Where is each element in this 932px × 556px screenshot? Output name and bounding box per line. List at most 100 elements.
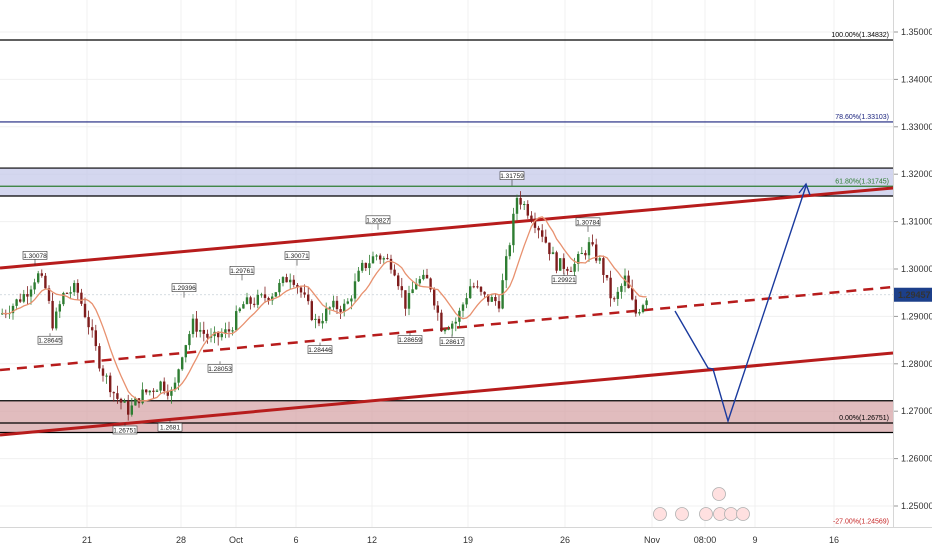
time-tick-label: 26 [560,535,570,545]
candle-body [263,294,267,298]
candle-body [638,312,641,314]
time-axis[interactable]: 21 28 Oct 6 12 19 26 Nov 08:00 9 16 [0,527,932,551]
time-tick-label: 19 [463,535,473,545]
candle-body [512,213,515,246]
candle-body [645,300,648,306]
candle-body [404,290,407,309]
candle-body [199,329,202,332]
price-label-text: 1.30078 [23,253,47,260]
channel-mid-line [0,285,894,372]
price-tick-label: 1.30000 [901,264,932,274]
price-axis-svg: 1.35000 1.34000 1.33000 1.32000 1.31000 1.300… [894,27,932,511]
candle-body [515,197,519,214]
candle-body [526,204,529,216]
candle-body [33,282,36,290]
candle-body [418,279,421,284]
candle-body [382,258,385,260]
candle-body [249,297,252,304]
candle-body [163,381,166,391]
candle-body [91,327,94,331]
candle-body [407,293,411,309]
candle-body [159,381,162,391]
price-label-text: 1.30784 [576,219,600,226]
swing-price-labels: 1.30078 1.28645 1.26751 1.2681 1.29396 1.2805… [22,171,601,435]
candle-body [328,307,331,309]
price-label-text: 1.28659 [398,337,422,344]
candle-body [544,236,547,243]
candle-body [37,273,40,283]
candle-body [616,291,619,299]
candle-body [386,258,389,260]
candle-body [231,330,234,332]
candle-body [76,283,79,293]
candle-body [227,329,231,332]
candle-body [217,331,220,338]
price-tick-label: 1.26000 [901,454,932,464]
candle-body [292,279,295,285]
candle-body [112,392,115,394]
candle-body [87,317,90,328]
candle-body [425,274,429,279]
fib-label: 61.80%(1.31745) [835,178,889,185]
candle-body [238,308,241,312]
candle-body [105,375,108,377]
candle-body [148,390,151,393]
candle-body [220,333,223,338]
candle-body [310,301,313,320]
channel-lower-line [0,351,894,437]
candle-body [533,221,537,228]
candle-body [109,375,112,393]
price-label-text: 1.28617 [440,339,464,346]
candle-body [422,274,425,280]
candle-body [361,262,364,271]
event-markers[interactable] [653,487,750,521]
candle-body [325,308,328,321]
price-label-text: 1.28053 [208,366,232,373]
time-tick-label: 6 [293,535,298,545]
candle-body [40,273,43,276]
candle-body [353,281,357,299]
candle-body [260,294,263,296]
candle-body [364,262,367,269]
candle-body [566,268,569,271]
time-tick-label: 16 [829,535,839,545]
price-tick-label: 1.25000 [901,501,932,511]
event-marker-icon [699,507,713,521]
moving-average-line [2,216,647,402]
fib-label: 100.00%(1.34832) [831,32,889,39]
fibonacci-levels: 100.00%(1.34832) 78.60%(1.33103) 61.80%(1.… [0,32,893,525]
price-axis[interactable]: 1.35000 1.34000 1.33000 1.32000 1.31000 1.300… [893,0,932,527]
candle-body [145,389,148,393]
price-label-text: 1.29396 [172,285,196,292]
candle-body [634,299,637,314]
price-tick-label: 1.29000 [901,311,932,321]
price-tick-label: 1.27000 [901,406,932,416]
price-tick-label: 1.34000 [901,74,932,84]
event-marker-icon [675,507,689,521]
candle-body [271,296,274,301]
candle-body [22,294,25,302]
candle-body [55,311,58,329]
event-marker-icon [653,507,667,521]
price-label-box [284,251,310,260]
candle-body [440,312,443,332]
candle-body [469,286,472,299]
candle-body [433,289,436,306]
candle-body [26,294,29,297]
candle-body [487,294,490,302]
candle-body [443,329,447,332]
candle-body [339,309,342,312]
candle-body [389,258,393,270]
candle-body [461,304,465,311]
candle-body [379,255,382,260]
candle-body [307,294,310,302]
candle-body [19,299,22,302]
candle-body [242,304,245,309]
candle-body [62,292,65,305]
candle-body [541,230,544,237]
candle-body [245,297,249,305]
candle-body [47,288,51,301]
price-zones [0,167,893,434]
candle-body [289,279,292,283]
